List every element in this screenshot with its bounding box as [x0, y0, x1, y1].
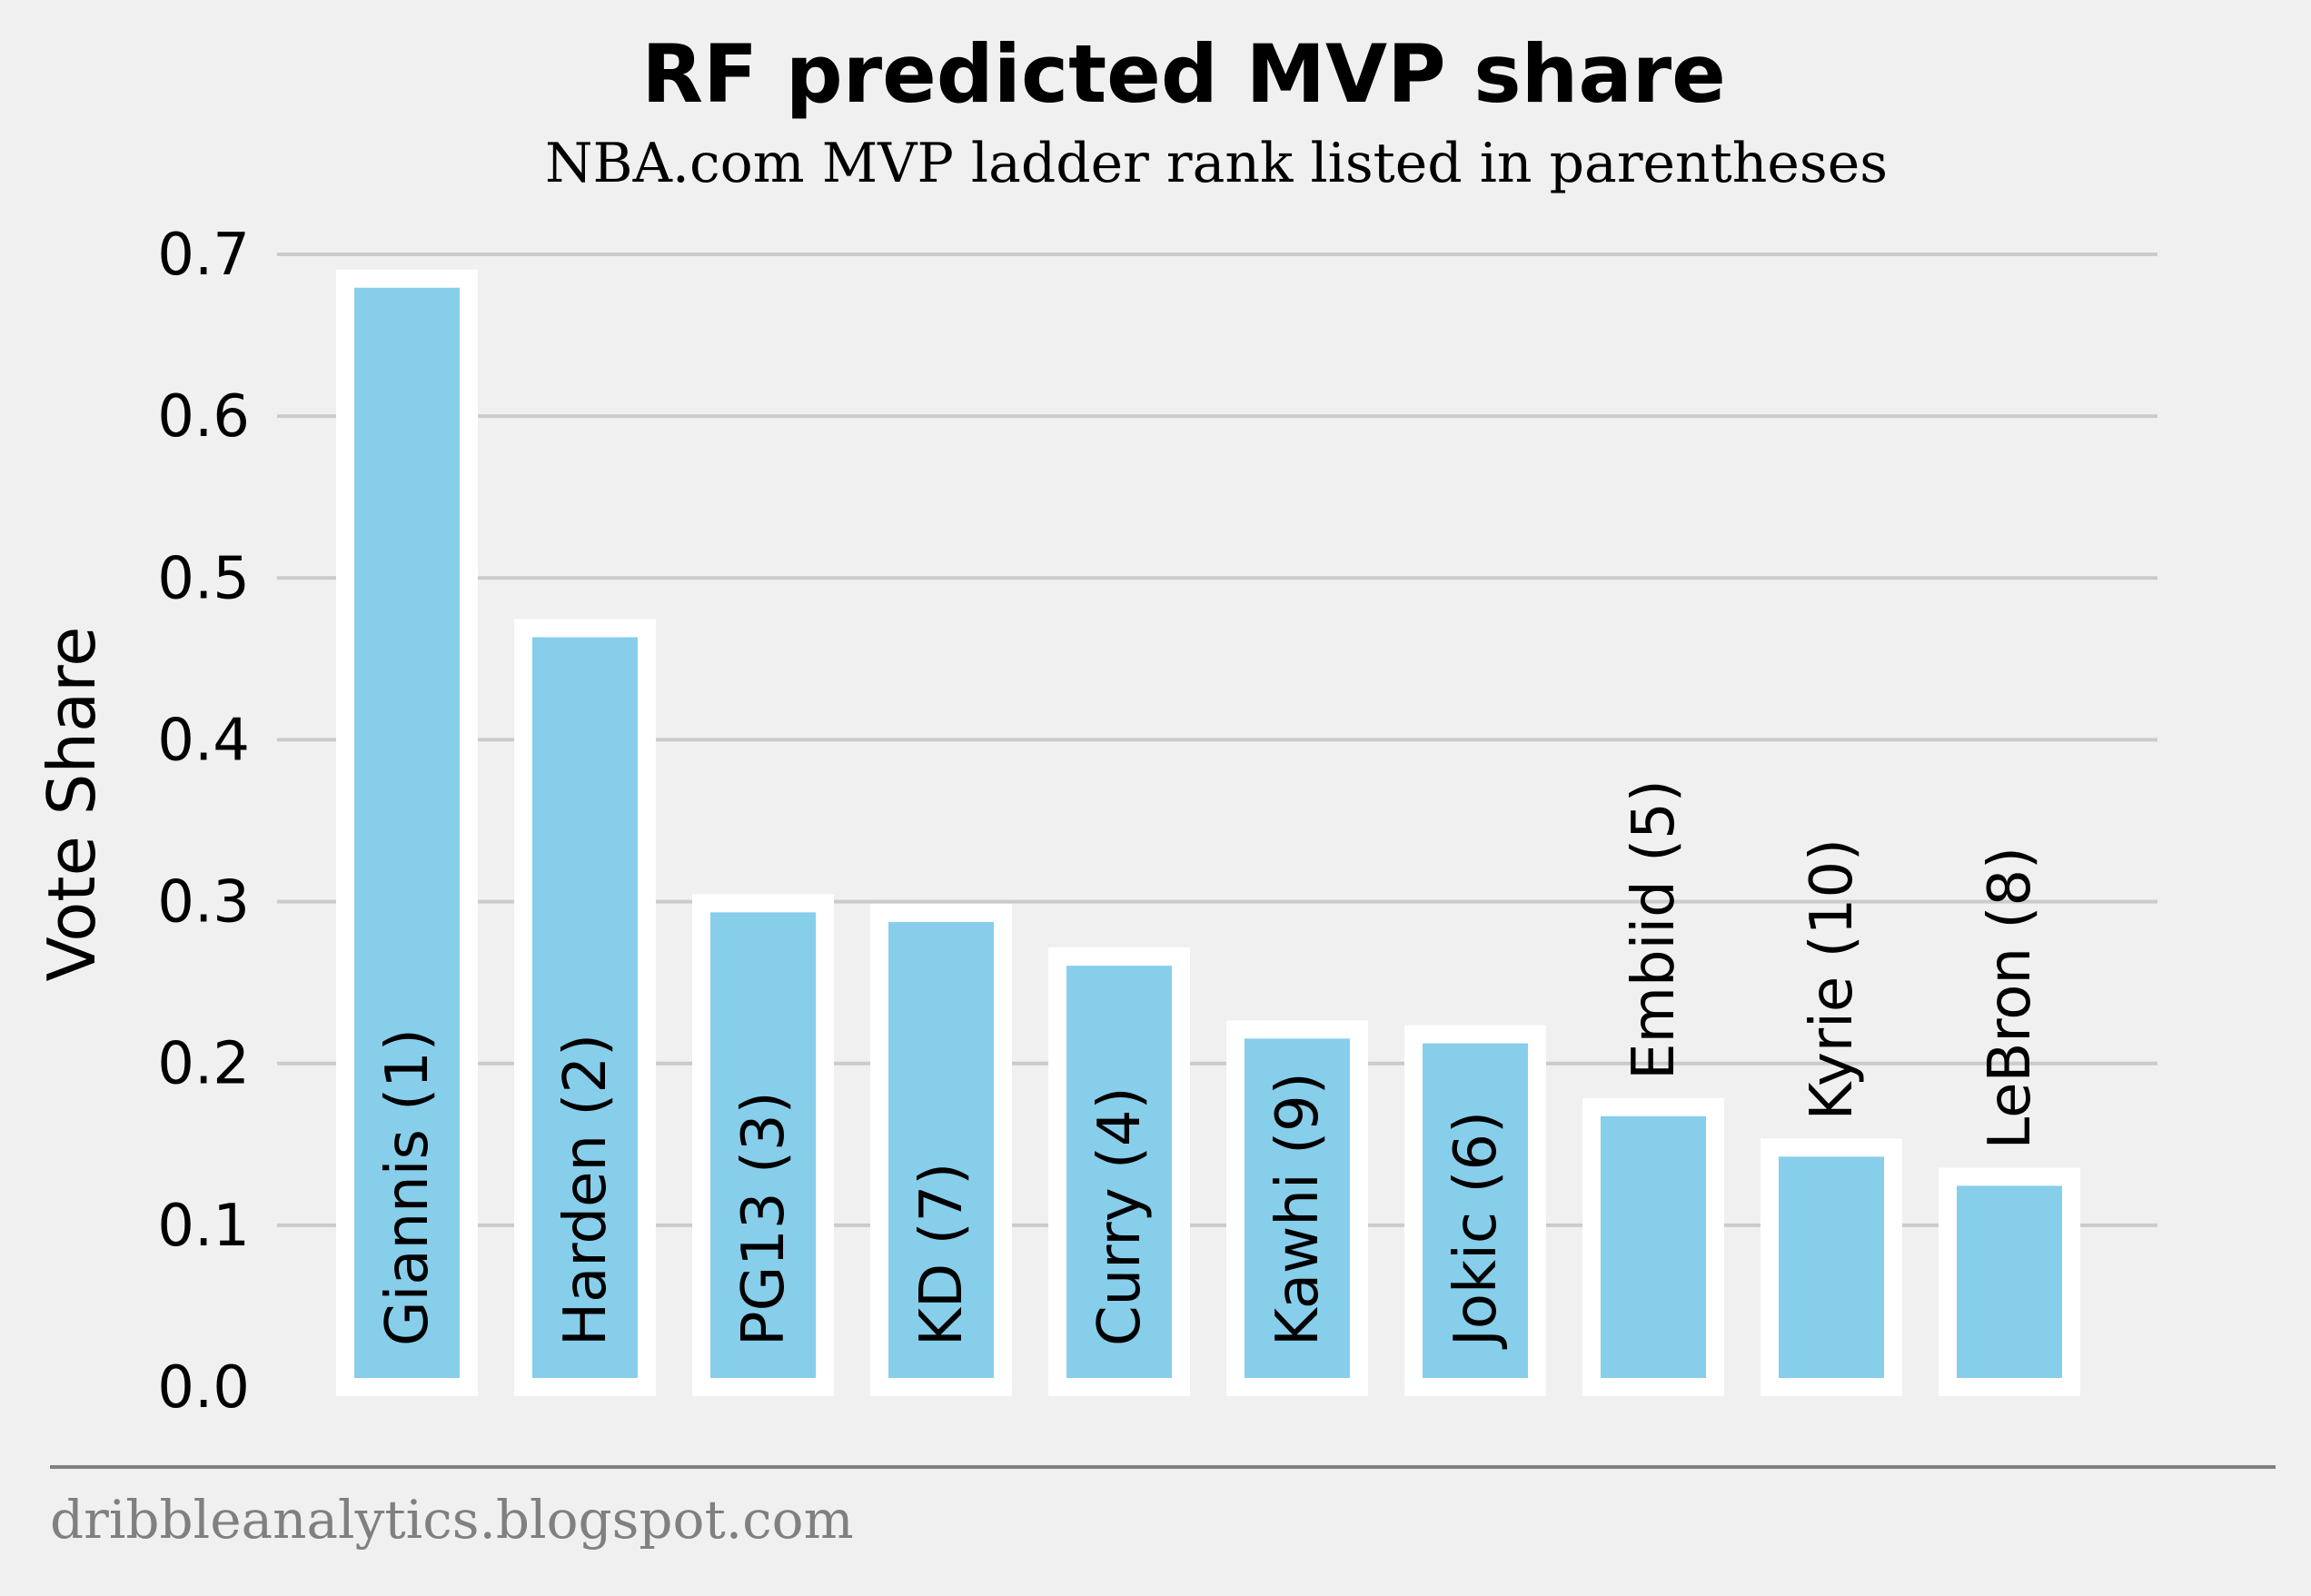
- bars: [336, 269, 2080, 1397]
- y-tick-labels: 0.0 0.1 0.2 0.3 0.4 0.5 0.6 0.7: [157, 222, 250, 1422]
- bar: [1939, 1167, 2080, 1397]
- bar-label: Curry (4): [1086, 1086, 1154, 1346]
- bar-label: Kawhi (9): [1265, 1072, 1332, 1346]
- bar-label: Giannis (1): [374, 1028, 441, 1346]
- bar-label: KD (7): [908, 1163, 976, 1346]
- bar: [870, 904, 1012, 1396]
- bar-label: PG13 (3): [730, 1091, 798, 1346]
- footer-text: dribbleanalytics.blogspot.com: [50, 1489, 854, 1551]
- bar-label: Jokic (6): [1443, 1111, 1510, 1350]
- y-tick-label: 0.7: [157, 222, 250, 289]
- y-axis-label: Vote Share: [34, 627, 110, 982]
- y-tick-label: 0.0: [157, 1354, 250, 1422]
- bar: [336, 269, 478, 1396]
- y-tick-label: 0.5: [157, 545, 250, 612]
- bar-labels: Giannis (1) Harden (2) PG13 (3) KD (7) Curry…: [374, 779, 2044, 1350]
- y-tick-label: 0.6: [157, 383, 250, 451]
- y-tick-label: 0.3: [157, 869, 250, 937]
- bar: [1404, 1025, 1546, 1396]
- bar-label: Embiid (5): [1621, 779, 1688, 1080]
- chart-subtitle: NBA.com MVP ladder rank listed in parent…: [545, 132, 1888, 195]
- bar: [1582, 1097, 1724, 1396]
- bar: [692, 894, 834, 1396]
- y-tick-label: 0.1: [157, 1193, 250, 1260]
- bar: [514, 619, 656, 1396]
- bar-label: Harden (2): [552, 1034, 620, 1346]
- bar: [1048, 947, 1190, 1396]
- bar: [1761, 1138, 1902, 1396]
- y-tick-label: 0.2: [157, 1031, 250, 1098]
- bar: [1226, 1020, 1368, 1397]
- chart-title: RF predicted MVP share: [641, 27, 1726, 121]
- bar-label: Kyrie (10): [1799, 838, 1866, 1120]
- bar-label: LeBron (8): [1977, 847, 2044, 1149]
- y-tick-label: 0.4: [157, 707, 250, 774]
